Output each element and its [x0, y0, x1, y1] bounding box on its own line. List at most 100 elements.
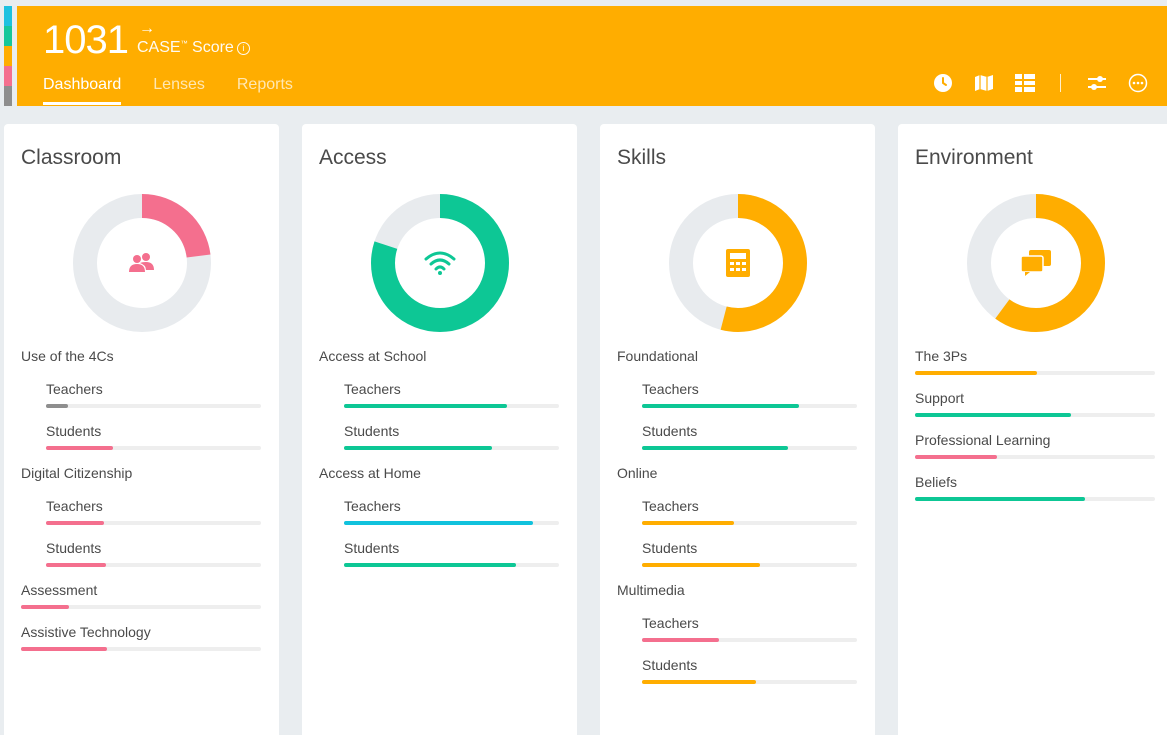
metric-label[interactable]: Teachers — [344, 381, 401, 397]
strip-segment-green — [4, 26, 12, 46]
environment-donut-chart[interactable] — [967, 194, 1105, 332]
access-donut-chart[interactable] — [371, 194, 509, 332]
progress-bar — [21, 647, 261, 651]
progress-bar — [46, 404, 261, 408]
metric-label[interactable]: Students — [46, 540, 102, 556]
classroom-donut-chart[interactable] — [73, 194, 211, 332]
toolbar-divider — [1060, 74, 1061, 92]
progress-bar-fill — [344, 404, 508, 408]
progress-bar-fill — [915, 413, 1071, 417]
more-icon[interactable] — [1127, 72, 1149, 94]
progress-bar — [915, 413, 1155, 417]
progress-bar — [642, 446, 857, 450]
progress-bar-fill — [915, 497, 1086, 501]
strip-segment-cyan — [4, 6, 12, 26]
metric-group-label: Use of the 4Cs — [21, 348, 114, 364]
progress-bar-fill — [46, 446, 113, 450]
progress-bar — [344, 446, 559, 450]
case-score-label: CASE™ Score i — [137, 39, 250, 57]
donut-fill-arc — [967, 194, 1105, 332]
strip-segment-orange — [4, 46, 12, 66]
progress-bar-fill — [642, 638, 720, 642]
tab-reports[interactable]: Reports — [236, 76, 293, 93]
info-icon[interactable]: i — [236, 42, 250, 55]
progress-bar — [642, 563, 857, 567]
card-classroom[interactable]: Classroom Use of the 4Cs Teachers Students… — [4, 124, 279, 735]
progress-bar-fill — [344, 521, 534, 525]
metric-label[interactable]: Teachers — [344, 498, 401, 514]
progress-bar-fill — [46, 521, 105, 525]
progress-bar — [46, 446, 261, 450]
card-environment[interactable]: Environment The 3Ps Support Professional L… — [898, 124, 1167, 735]
people-icon — [123, 244, 161, 282]
chat-icon — [1017, 244, 1055, 282]
progress-bar — [642, 404, 857, 408]
metric-label[interactable]: Assistive Technology — [21, 624, 151, 640]
metric-group-label: Online — [617, 465, 658, 481]
metric-label[interactable]: Students — [46, 423, 102, 439]
top-header: 1031 → CASE™ Score i Dashboard Lenses Rep… — [17, 6, 1167, 106]
strip-segment-pink — [4, 66, 12, 86]
list-icon[interactable] — [1014, 72, 1036, 94]
skills-donut-chart[interactable] — [669, 194, 807, 332]
progress-bar — [344, 521, 559, 525]
progress-bar — [46, 521, 261, 525]
progress-bar — [46, 563, 261, 567]
progress-bar-fill — [21, 647, 108, 651]
metric-label[interactable]: Beliefs — [915, 474, 958, 490]
metric-label[interactable]: The 3Ps — [915, 348, 968, 364]
card-title: Classroom — [21, 146, 122, 169]
trademark-mark: ™ — [180, 40, 188, 48]
metric-label[interactable]: Students — [642, 657, 698, 673]
metric-label[interactable]: Teachers — [642, 615, 699, 631]
metric-label[interactable]: Students — [642, 540, 698, 556]
progress-bar-fill — [642, 563, 761, 567]
progress-bar-fill — [46, 563, 107, 567]
card-access[interactable]: Access Access at School Teachers Students A… — [302, 124, 577, 735]
case-score-label-text: CASE — [137, 39, 181, 56]
progress-bar-fill — [915, 371, 1038, 375]
case-score-value: 1031 — [43, 18, 129, 62]
progress-bar — [344, 563, 559, 567]
metric-label[interactable]: Students — [344, 540, 400, 556]
donut-fill-arc — [371, 194, 509, 332]
strip-segment-gray — [4, 86, 12, 106]
metric-label[interactable]: Support — [915, 390, 965, 406]
card-skills[interactable]: Skills Foundational Teachers Students Onlin… — [600, 124, 875, 735]
progress-bar-fill — [642, 404, 799, 408]
progress-bar-fill — [344, 446, 493, 450]
card-title: Environment — [915, 146, 1033, 169]
metric-label[interactable]: Teachers — [46, 498, 103, 514]
wifi-icon — [421, 244, 459, 282]
tab-lenses[interactable]: Lenses — [153, 76, 205, 93]
metric-label[interactable]: Teachers — [46, 381, 103, 397]
progress-bar — [642, 680, 857, 684]
progress-bar-fill — [642, 521, 735, 525]
map-icon[interactable] — [973, 72, 995, 94]
main-tabs: Dashboard Lenses Reports — [43, 76, 293, 105]
progress-bar — [642, 638, 857, 642]
progress-bar — [915, 497, 1155, 501]
metric-label[interactable]: Teachers — [642, 498, 699, 514]
card-title: Access — [319, 146, 387, 169]
calculator-icon — [719, 244, 757, 282]
metric-label[interactable]: Professional Learning — [915, 432, 1051, 448]
metric-label[interactable]: Students — [344, 423, 400, 439]
metric-group-label: Multimedia — [617, 582, 685, 598]
progress-bar — [915, 371, 1155, 375]
donut-fill-arc — [73, 194, 211, 332]
progress-bar — [642, 521, 857, 525]
score-arrow-icon[interactable]: → — [139, 20, 155, 37]
donut-fill-arc — [669, 194, 807, 332]
clock-icon[interactable] — [932, 72, 954, 94]
progress-bar-fill — [344, 563, 516, 567]
metric-label[interactable]: Students — [642, 423, 698, 439]
tab-dashboard[interactable]: Dashboard — [43, 76, 122, 105]
metric-group-label: Foundational — [617, 348, 698, 364]
progress-bar — [915, 455, 1155, 459]
metric-label[interactable]: Assessment — [21, 582, 98, 598]
sliders-icon[interactable] — [1086, 72, 1108, 94]
metric-label[interactable]: Teachers — [642, 381, 699, 397]
metric-group-label: Access at Home — [319, 465, 421, 481]
progress-bar-fill — [642, 446, 789, 450]
